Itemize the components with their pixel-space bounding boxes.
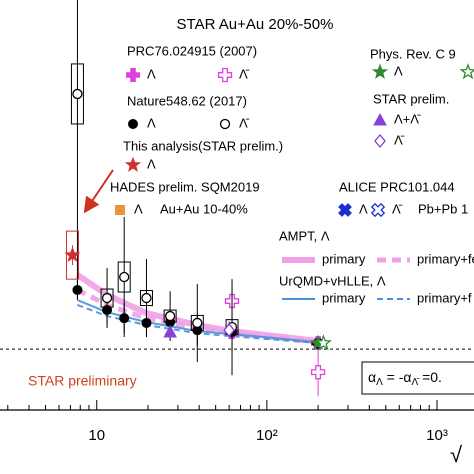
legend-marker: [370, 202, 386, 218]
formula-part: α: [368, 369, 376, 385]
legend-marker: [459, 63, 474, 80]
legend-label: Λ: [147, 66, 156, 81]
legend-label: Λ̄: [392, 201, 403, 216]
legend-label: Λ: [394, 63, 403, 78]
legend-label: Λ: [147, 156, 156, 171]
legend-marker: [126, 68, 140, 82]
data-point: [310, 365, 326, 380]
formula-part: Λ̄: [412, 377, 421, 388]
legend-marker: [338, 203, 352, 217]
legend-label: primary+f: [417, 290, 472, 305]
legend-marker: [374, 133, 386, 149]
data-point: [64, 246, 81, 262]
data-point: [164, 310, 176, 322]
legend-label: Λ̄: [239, 115, 250, 130]
legend-title: ALICE PRC101.044: [339, 179, 455, 194]
data-point: [141, 292, 152, 304]
data-point: [163, 324, 177, 338]
legend-title: PRC76.024915 (2007): [127, 43, 257, 58]
legend-label: Λ+Λ̄: [394, 111, 421, 126]
legend-marker: [371, 63, 389, 79]
legend-label: primary: [322, 251, 366, 266]
legend-marker: [217, 67, 233, 83]
legend-label: Λ: [359, 201, 368, 216]
legend-label: primary: [322, 290, 366, 305]
legend-title: Nature548.62 (2017): [127, 93, 247, 108]
legend-note: Pb+Pb 1: [418, 201, 468, 216]
legend-label: Λ: [134, 201, 143, 216]
legend-marker: [373, 112, 387, 126]
formula-part: =0.: [418, 369, 442, 385]
legend-label: primary+fe: [417, 251, 474, 266]
x-tick-label: 10: [88, 427, 105, 444]
legend-label: Λ̄: [239, 66, 250, 81]
data-point: [192, 317, 203, 329]
legend-title: Phys. Rev. C 9: [370, 46, 456, 61]
legend-title: This analysis(STAR prelim.): [123, 138, 283, 153]
x-tick-label: 10²: [256, 427, 278, 444]
legend-note: Au+Au 10-40%: [160, 201, 248, 216]
data-point: [101, 292, 113, 304]
legend-marker: [128, 119, 138, 129]
arrow: [83, 169, 114, 214]
legend-title: UrQMD+vHLLE, Λ: [279, 273, 386, 288]
formula-part: Λ: [376, 377, 383, 388]
data-point: [72, 88, 83, 100]
legend-title: STAR prelim.: [373, 91, 449, 106]
data-point: [223, 323, 235, 338]
legend-marker: [115, 205, 125, 215]
line-series: [77, 303, 319, 345]
legend-marker: [219, 118, 231, 130]
x-axis-label: √: [450, 442, 463, 467]
systematic-box: [65, 230, 79, 280]
legend-title: HADES prelim. SQM2019: [110, 179, 260, 194]
annotation: STAR preliminary: [28, 373, 137, 389]
x-tick-label: 10³: [426, 427, 448, 444]
chart-title: STAR Au+Au 20%-50%: [177, 16, 334, 33]
legend-label: Λ: [147, 115, 156, 130]
data-point: [315, 334, 332, 351]
data-point: [119, 271, 130, 283]
legend-marker: [124, 156, 142, 172]
legend-label: Λ̄: [394, 132, 405, 147]
formula-box: [361, 361, 474, 395]
formula-part: = -α: [383, 369, 412, 385]
formula: αΛ = -αΛ̄ =0.: [368, 369, 442, 388]
legend-title: AMPT, Λ: [279, 228, 330, 243]
